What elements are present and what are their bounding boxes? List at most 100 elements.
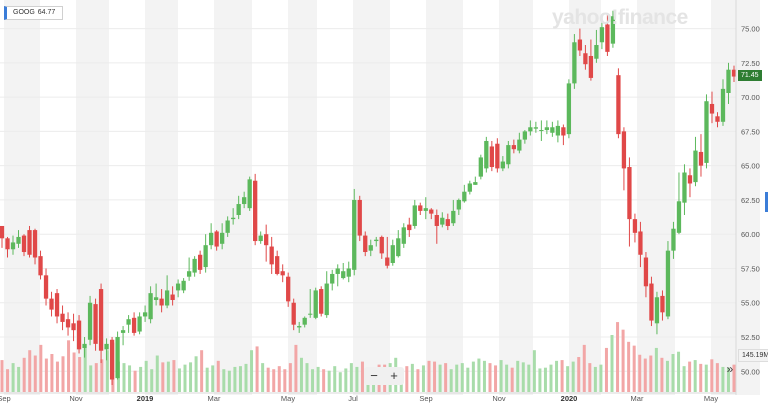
volume-bar: [166, 361, 170, 392]
candle-body: [440, 217, 445, 225]
volume-bar: [610, 335, 614, 392]
candle-body: [423, 208, 428, 211]
volume-bar: [100, 359, 104, 392]
volume-bar: [11, 363, 15, 392]
volume-bar: [155, 355, 159, 392]
candle-body: [104, 343, 109, 350]
volume-bar: [94, 363, 98, 392]
candle-body: [379, 236, 384, 254]
candle-body: [451, 210, 456, 224]
volume-bar: [560, 360, 564, 392]
zoom-in-button[interactable]: +: [390, 368, 398, 383]
candle-body: [704, 101, 709, 163]
volume-bar: [227, 370, 231, 392]
volume-bar: [732, 364, 736, 392]
candle-body: [49, 298, 54, 310]
x-tick-label: Mar: [631, 394, 644, 403]
volume-bar: [360, 361, 364, 392]
x-tick-label: May: [704, 394, 718, 403]
candle-body: [192, 258, 197, 273]
volume-bar: [261, 363, 265, 392]
y-tick-label: 75.00: [741, 25, 760, 34]
volume-bar: [665, 360, 669, 392]
candle-body: [214, 231, 219, 247]
candle-body: [297, 326, 302, 328]
candle-body: [54, 293, 60, 317]
candle-body: [324, 283, 329, 316]
candle-body: [76, 320, 82, 350]
volume-bar: [677, 351, 681, 392]
volume-bar: [632, 345, 636, 392]
volume-bar: [471, 361, 475, 392]
x-tick-label: Sep: [419, 394, 432, 403]
candle-body: [555, 125, 561, 136]
candle-body: [484, 140, 489, 169]
volume-bar: [72, 352, 76, 392]
volume-bar: [327, 370, 331, 392]
volume-bar: [704, 364, 708, 392]
candle-body: [5, 238, 10, 250]
volume-bar: [494, 365, 498, 392]
candle-body: [363, 235, 368, 253]
y-tick-label: 70.00: [741, 93, 760, 102]
candle-body: [632, 219, 638, 233]
candle-body: [401, 227, 406, 244]
volume-bar: [28, 350, 32, 392]
volume-bar: [505, 364, 509, 392]
month-band: [145, 0, 178, 395]
candle-body: [577, 39, 583, 51]
candle-body: [676, 201, 682, 233]
candle-body: [164, 290, 170, 306]
candle-body: [682, 172, 687, 203]
candle-body: [60, 313, 65, 322]
volume-bar: [144, 360, 148, 392]
candle-body: [610, 16, 616, 44]
volume-bar: [405, 366, 409, 392]
volume-bar: [482, 360, 486, 392]
candle-body: [478, 157, 483, 177]
volume-bar: [516, 360, 520, 392]
y-tick-label: 67.50: [741, 127, 760, 136]
month-band: [426, 0, 463, 395]
candle-body: [462, 191, 467, 202]
candle-body: [280, 271, 285, 276]
volume-bar: [410, 363, 414, 392]
candle-body: [120, 330, 126, 333]
volume-bar: [122, 363, 126, 392]
volume-bar: [444, 363, 448, 392]
candle-body: [0, 225, 5, 239]
candle-body: [269, 246, 274, 265]
volume-bar: [6, 369, 10, 392]
volume-bar: [582, 344, 586, 392]
volume-bar: [266, 367, 270, 392]
volume-bar: [0, 360, 4, 392]
volume-bar: [299, 357, 303, 392]
candle-body: [605, 24, 610, 52]
volume-bar: [427, 360, 431, 392]
volume-bars: [0, 322, 736, 392]
volume-bar: [421, 365, 425, 392]
volume-bar: [294, 344, 298, 392]
candle-body: [588, 55, 594, 78]
zoom-out-button[interactable]: −: [370, 368, 378, 383]
volume-bar: [671, 354, 675, 392]
volume-bar: [715, 363, 719, 392]
ticker-legend[interactable]: GOOG 64.77: [4, 6, 64, 20]
candle-body: [286, 276, 291, 302]
volume-bar: [255, 346, 259, 392]
candle-body: [456, 199, 461, 210]
volume-bar: [244, 363, 248, 392]
candle-body: [616, 75, 621, 135]
candle-body: [82, 343, 87, 348]
volume-bar: [693, 360, 697, 392]
expand-icon[interactable]: »: [726, 362, 734, 376]
volume-bar: [510, 367, 514, 392]
candle-body: [687, 175, 693, 184]
candle-body: [445, 219, 450, 226]
candle-body: [390, 245, 395, 263]
volume-bar: [488, 363, 492, 392]
candle-body: [511, 145, 516, 150]
month-band: [353, 0, 390, 395]
volume-bar: [89, 365, 93, 392]
